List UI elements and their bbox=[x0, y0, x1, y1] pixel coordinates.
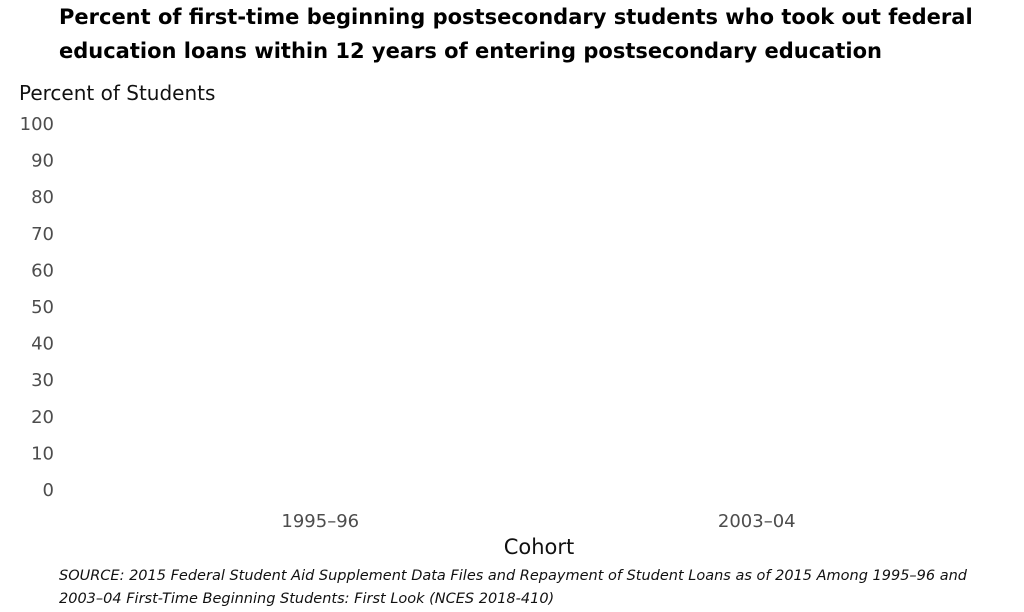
y-tick-label: 40 bbox=[31, 334, 54, 355]
y-tick-label: 50 bbox=[31, 297, 54, 318]
y-tick-label: 20 bbox=[31, 407, 54, 428]
x-tick-label: 1995–96 bbox=[281, 511, 359, 532]
x-axis-title: Cohort bbox=[503, 535, 575, 559]
y-tick-label: 10 bbox=[31, 443, 54, 464]
y-tick-label: 0 bbox=[43, 480, 54, 501]
y-tick-label: 60 bbox=[31, 260, 54, 281]
source-note: SOURCE: 2015 Federal Student Aid Supplem… bbox=[59, 568, 968, 607]
y-axis-title: Percent of Students bbox=[19, 81, 216, 105]
y-tick-label: 100 bbox=[20, 114, 54, 135]
y-tick-label: 30 bbox=[31, 370, 54, 391]
chart-title: Percent of first-time beginning postseco… bbox=[59, 5, 973, 63]
y-tick-label: 70 bbox=[31, 224, 54, 245]
x-axis-ticks: 1995–96 2003–04 bbox=[281, 511, 795, 532]
y-tick-label: 90 bbox=[31, 151, 54, 172]
y-tick-label: 80 bbox=[31, 187, 54, 208]
x-tick-label: 2003–04 bbox=[718, 511, 796, 532]
